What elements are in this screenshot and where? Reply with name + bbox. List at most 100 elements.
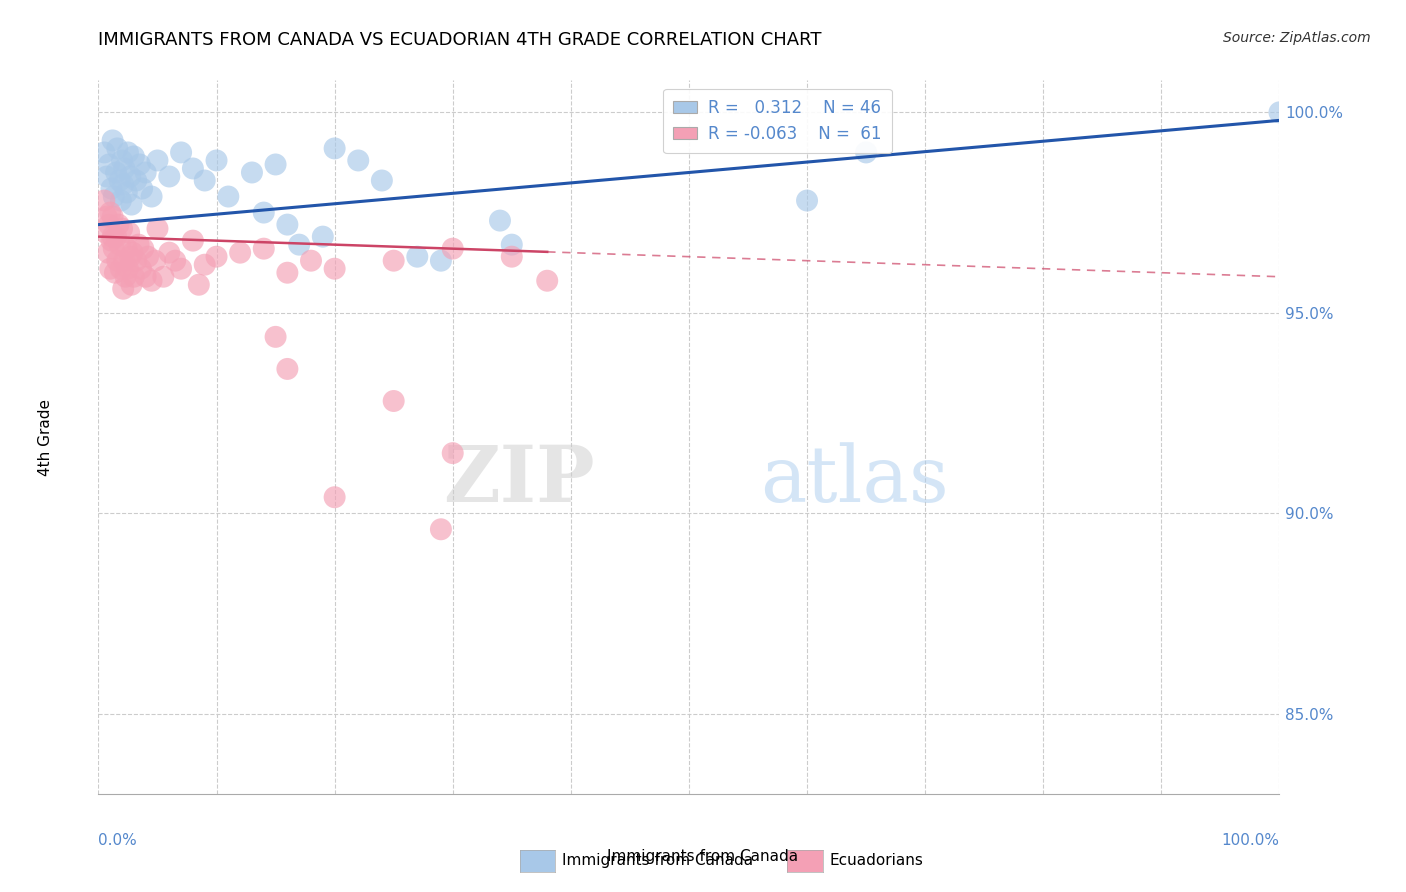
Point <box>104 266 127 280</box>
Point <box>382 394 405 409</box>
Point <box>117 145 139 160</box>
Point <box>103 242 125 256</box>
Point <box>112 178 135 192</box>
Point <box>132 242 155 256</box>
Legend: R =   0.312    N = 46, R = -0.063    N =  61: R = 0.312 N = 46, R = -0.063 N = 61 <box>664 88 891 153</box>
Point <box>98 205 121 219</box>
Point <box>194 258 217 272</box>
Point <box>105 165 128 179</box>
Point <box>128 157 150 171</box>
Point <box>371 173 394 187</box>
Text: atlas: atlas <box>759 442 949 517</box>
Point <box>94 226 117 240</box>
Point <box>135 165 157 179</box>
Point <box>108 237 131 252</box>
Point <box>131 181 153 195</box>
Point <box>121 245 143 260</box>
Point <box>97 245 120 260</box>
Point <box>276 266 298 280</box>
Point <box>181 161 204 176</box>
Point <box>187 277 209 292</box>
Point <box>125 253 148 268</box>
Point <box>152 269 174 284</box>
Point <box>115 242 138 256</box>
Point <box>108 173 131 187</box>
Point <box>96 169 118 184</box>
Point <box>115 186 138 200</box>
Point <box>112 282 135 296</box>
Point <box>141 189 163 203</box>
Point <box>489 213 512 227</box>
Point <box>141 274 163 288</box>
Point <box>100 234 122 248</box>
Text: Immigrants from Canada: Immigrants from Canada <box>562 854 754 868</box>
Text: 4th Grade: 4th Grade <box>38 399 53 475</box>
Point <box>103 189 125 203</box>
Point <box>264 330 287 344</box>
Point <box>194 173 217 187</box>
Point <box>146 153 169 168</box>
Point <box>157 169 180 184</box>
Point <box>276 362 298 376</box>
Point <box>121 197 143 211</box>
Point <box>98 157 121 171</box>
Point <box>101 210 124 224</box>
Point <box>1268 105 1291 120</box>
Point <box>323 141 346 155</box>
Point <box>501 237 523 252</box>
Point <box>430 522 453 536</box>
Point <box>122 269 145 284</box>
Point <box>107 218 129 232</box>
Point <box>120 169 142 184</box>
Point <box>312 229 335 244</box>
Point <box>105 253 128 268</box>
Point <box>240 165 263 179</box>
Text: 100.0%: 100.0% <box>1222 833 1279 848</box>
Point <box>114 269 136 284</box>
Point <box>323 490 346 504</box>
Point <box>253 242 276 256</box>
Point <box>118 226 141 240</box>
Point <box>98 261 121 276</box>
Point <box>101 229 124 244</box>
Point <box>406 250 429 264</box>
Text: Immigrants from Canada: Immigrants from Canada <box>607 849 799 863</box>
Point <box>110 261 132 276</box>
Text: Ecuadorians: Ecuadorians <box>830 854 924 868</box>
Point <box>125 173 148 187</box>
Point <box>796 194 818 208</box>
Point <box>205 250 228 264</box>
Point <box>288 237 311 252</box>
Point <box>165 253 187 268</box>
Point <box>101 133 124 147</box>
Point <box>111 153 134 168</box>
Point <box>120 250 142 264</box>
Point <box>501 250 523 264</box>
Point <box>323 261 346 276</box>
Point <box>347 153 370 168</box>
Point <box>146 221 169 235</box>
Point <box>170 261 193 276</box>
Point <box>121 277 143 292</box>
Point <box>536 274 558 288</box>
Point <box>143 253 166 268</box>
Point <box>96 210 118 224</box>
Point <box>136 250 159 264</box>
Point <box>170 145 193 160</box>
Point <box>105 141 128 155</box>
Point <box>100 181 122 195</box>
Point <box>117 261 139 276</box>
Point <box>111 221 134 235</box>
Point <box>93 145 115 160</box>
Point <box>93 194 115 208</box>
Point <box>110 194 132 208</box>
Point <box>205 153 228 168</box>
Point <box>382 253 405 268</box>
Point <box>855 145 877 160</box>
Point <box>299 253 322 268</box>
Point <box>264 157 287 171</box>
Point <box>441 446 464 460</box>
Point <box>441 242 464 256</box>
Text: ZIP: ZIP <box>443 442 595 518</box>
Point <box>105 229 128 244</box>
